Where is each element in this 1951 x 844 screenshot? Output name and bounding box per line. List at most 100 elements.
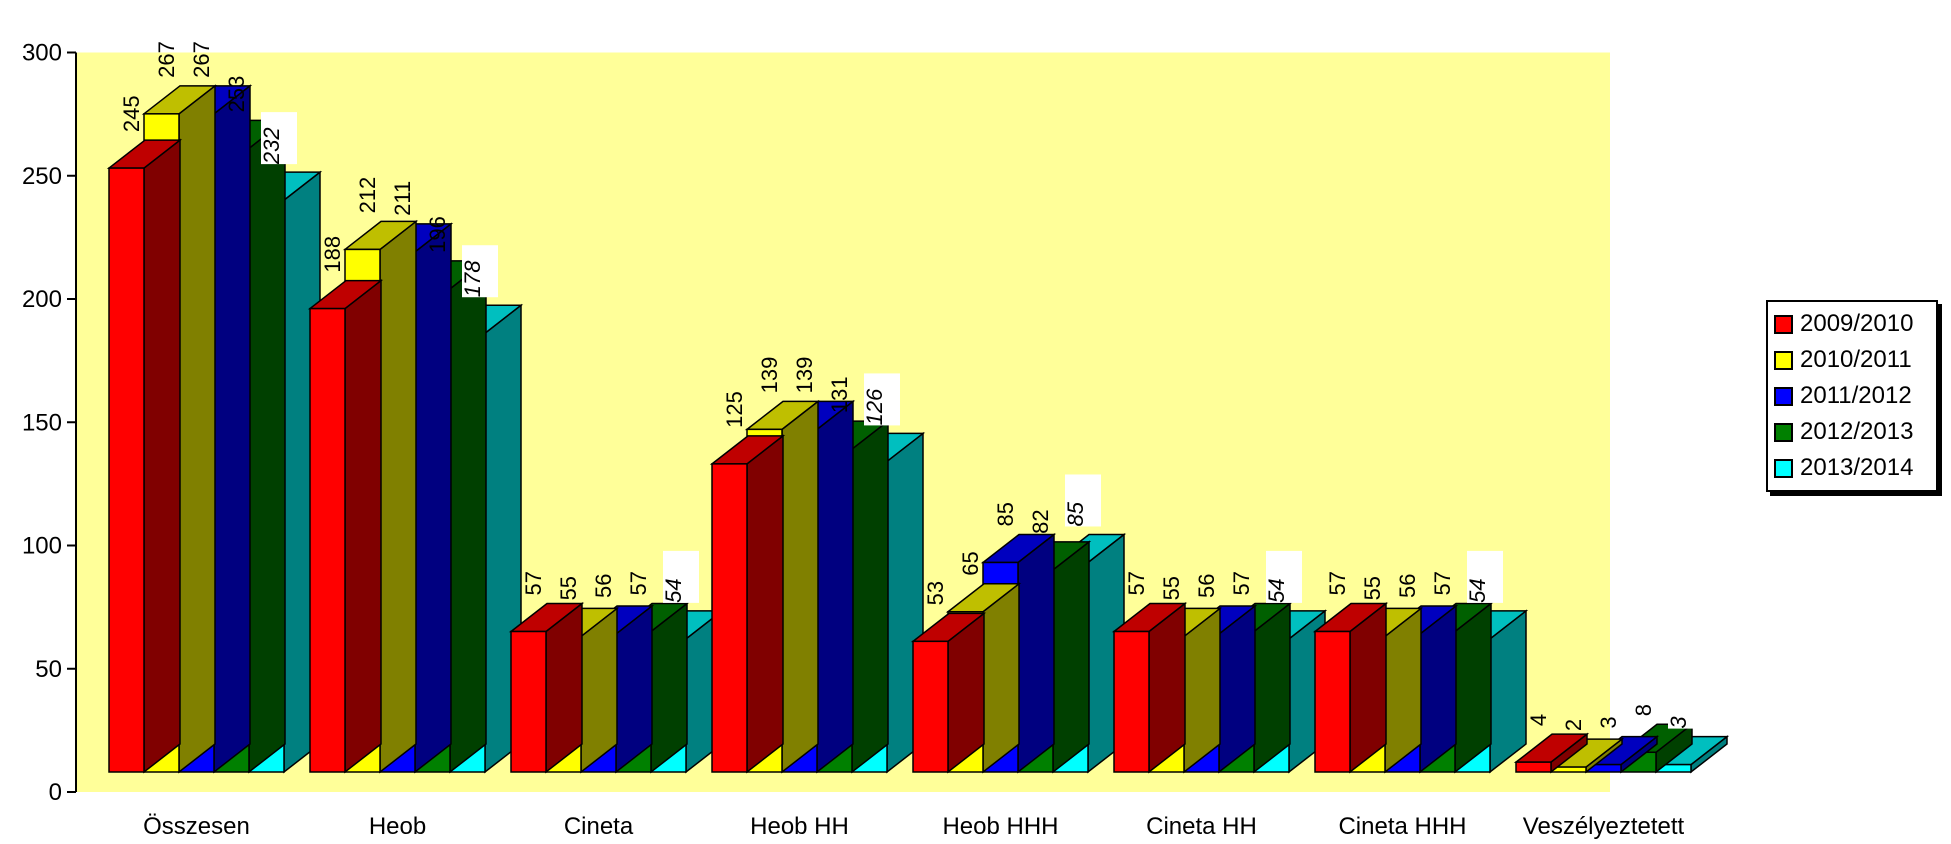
legend-label: 2009/2010 (1800, 310, 1914, 337)
data-label: 267 (154, 41, 179, 78)
data-label: 54 (1465, 578, 1490, 602)
bar-side-face (1148, 601, 1186, 774)
bar-front-face (1314, 630, 1351, 773)
data-label-box (1668, 676, 1704, 729)
y-axis: 0 50 100 150 200 250 300 (22, 40, 77, 806)
data-label: 3 (1596, 716, 1621, 728)
legend-label: 2012/2013 (1800, 418, 1914, 445)
data-label: 8 (1631, 704, 1656, 716)
bar-side-face (213, 84, 251, 774)
data-label: 56 (1395, 573, 1420, 597)
bar-front-face (108, 167, 145, 773)
data-label-box (261, 112, 297, 165)
bar-front-face (1113, 630, 1150, 773)
bar-front-face (510, 630, 547, 773)
bar (1312, 601, 1389, 774)
data-label: 57 (1325, 571, 1350, 595)
data-labels-layer: 2322532672672451781962112121885457565557… (119, 41, 1704, 731)
bar-side-face (449, 259, 487, 774)
data-label: 57 (1229, 571, 1254, 595)
bar-side-face (1419, 604, 1457, 774)
data-label: 196 (425, 216, 450, 253)
data-label: 178 (460, 260, 485, 297)
bar (910, 611, 987, 774)
bar-front-face (711, 463, 748, 773)
data-label: 54 (1264, 578, 1289, 602)
legend-item: 2009/2010 (1774, 306, 1930, 342)
legend-label: 2011/2012 (1800, 382, 1912, 409)
x-axis-labels: Összesen Heob Cineta Heob HH Heob HHH Cineta … (143, 813, 1684, 840)
y-tick-label: 200 (22, 286, 62, 313)
y-tick-label: 0 (49, 779, 62, 806)
legend-swatch-icon (1774, 314, 1793, 334)
data-label: 253 (224, 76, 249, 113)
category-label: Heob HH (750, 813, 849, 840)
data-label: 139 (792, 357, 817, 394)
bar-side-face (143, 138, 181, 774)
bar-side-face (414, 222, 452, 774)
legend-label: 2013/2014 (1800, 454, 1914, 481)
data-label: 53 (923, 581, 948, 605)
data-label: 267 (189, 41, 214, 78)
bar (307, 279, 384, 774)
data-label: 55 (1360, 576, 1385, 600)
bar-front-face (912, 640, 949, 773)
category-label: Veszélyeztetett (1523, 813, 1685, 840)
bar-side-face (178, 84, 216, 774)
bar (1548, 737, 1625, 774)
data-label: 126 (862, 388, 887, 425)
y-tick-label: 250 (22, 163, 62, 190)
bar-front-face (309, 307, 346, 773)
data-label: 188 (320, 236, 345, 273)
data-label: 57 (626, 571, 651, 595)
legend-label: 2010/2011 (1800, 346, 1912, 373)
category-label: Cineta HHH (1338, 813, 1466, 840)
data-label-box (864, 373, 900, 426)
bar-side-face (379, 219, 417, 774)
bar-side-face (615, 604, 653, 774)
data-label: 232 (259, 127, 284, 165)
data-label: 4 (1526, 714, 1551, 726)
bar (709, 434, 786, 774)
data-label: 55 (1159, 576, 1184, 600)
y-tick-label: 300 (22, 40, 62, 67)
data-label: 57 (1430, 571, 1455, 595)
data-label: 54 (661, 578, 686, 602)
data-label: 2 (1561, 719, 1586, 731)
legend-swatch-icon (1774, 350, 1793, 370)
bar-side-face (746, 434, 784, 774)
data-label: 57 (521, 571, 546, 595)
category-label: Összesen (143, 813, 250, 840)
data-label-box (1266, 550, 1302, 603)
legend-item: 2010/2011 (1774, 342, 1930, 378)
data-label: 125 (722, 391, 747, 428)
bar-side-face (781, 399, 819, 774)
data-label-box (663, 550, 699, 603)
data-label: 139 (757, 357, 782, 394)
bar-side-face (545, 601, 583, 774)
y-tick-label: 50 (35, 656, 62, 683)
y-tick-label: 150 (22, 409, 62, 436)
category-label: Heob (369, 813, 426, 840)
data-label: 211 (390, 181, 415, 216)
bar-side-face (650, 601, 688, 774)
legend-swatch-icon (1774, 458, 1793, 478)
legend-item: 2011/2012 (1774, 378, 1930, 414)
data-label: 55 (556, 576, 581, 600)
data-label-box (1467, 550, 1503, 603)
bar-side-face (1253, 601, 1291, 774)
data-label: 3 (1666, 716, 1691, 729)
bar-side-face (1218, 604, 1256, 774)
data-label-box (1065, 474, 1101, 527)
bar-side-face (1454, 601, 1492, 774)
legend: 2009/2010 2010/2011 2011/2012 2012/2013 … (1766, 300, 1938, 492)
bar (1513, 732, 1590, 774)
data-label-box (462, 245, 498, 298)
data-label: 57 (1124, 571, 1149, 595)
category-label: Heob HHH (942, 813, 1058, 840)
data-label: 82 (1028, 509, 1053, 533)
bar-front-face (1515, 761, 1552, 773)
legend-item: 2012/2013 (1774, 414, 1930, 450)
data-label: 212 (355, 177, 380, 214)
